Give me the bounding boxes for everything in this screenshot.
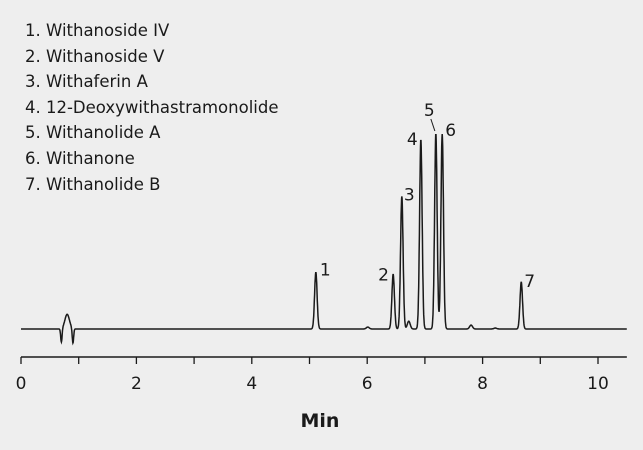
peak-label-2: 2 (378, 265, 389, 285)
peak-labels: 1 2 3 456 7 (320, 101, 535, 292)
x-tick-label: 2 (131, 374, 142, 394)
x-axis-label: Min (301, 410, 340, 432)
x-tick-label: 6 (362, 374, 373, 394)
x-tick-label: 4 (246, 374, 257, 394)
legend-item: 2. Withanoside V (25, 46, 165, 66)
peak-label-1: 1 (320, 260, 331, 280)
legend-item: 4. 12-Deoxywithastramonolide (25, 97, 279, 117)
peak-label-5: 5 (424, 101, 435, 121)
x-tick-label: 8 (477, 374, 488, 394)
chromatogram-trace (21, 133, 627, 346)
peak-label-7: 7 (524, 272, 535, 292)
x-axis: 0 2 4 6 8 10 (16, 356, 627, 394)
peak-label-6: 6 (445, 121, 456, 141)
peak-5-leader (430, 118, 436, 132)
peak-label-4: 4 (407, 130, 418, 150)
legend-item: 6. Withanone (25, 148, 135, 168)
legend-item: 1. Withanoside IV (25, 21, 170, 40)
legend: 1. Withanoside IV 2. Withanoside V 3. Wi… (25, 18, 279, 197)
legend-item: 3. Withaferin A (25, 72, 148, 92)
legend-item: 5. Withanolide A (25, 123, 161, 143)
x-tick-label: 10 (587, 374, 609, 394)
x-tick-label: 0 (16, 374, 27, 394)
legend-item: 7. Withanolide B (25, 174, 161, 194)
peak-label-3: 3 (404, 185, 415, 205)
